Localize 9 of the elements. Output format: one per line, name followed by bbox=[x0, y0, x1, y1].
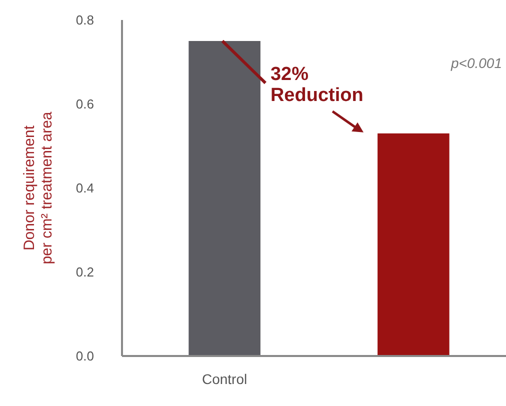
y-tick-label: 0.6 bbox=[76, 96, 94, 112]
annotation: p<0.001 bbox=[450, 55, 502, 71]
y-tick-label: 0.4 bbox=[76, 180, 94, 196]
y-axis-title: Donor requirement per cm² treatment area bbox=[21, 111, 56, 264]
y-tick-label: 0.2 bbox=[76, 264, 94, 280]
annotation: 32% Reduction bbox=[270, 64, 364, 106]
y-tick-label: 0.0 bbox=[76, 348, 94, 364]
x-tick-label: Control bbox=[202, 371, 248, 387]
y-tick-label: 0.8 bbox=[76, 12, 94, 28]
